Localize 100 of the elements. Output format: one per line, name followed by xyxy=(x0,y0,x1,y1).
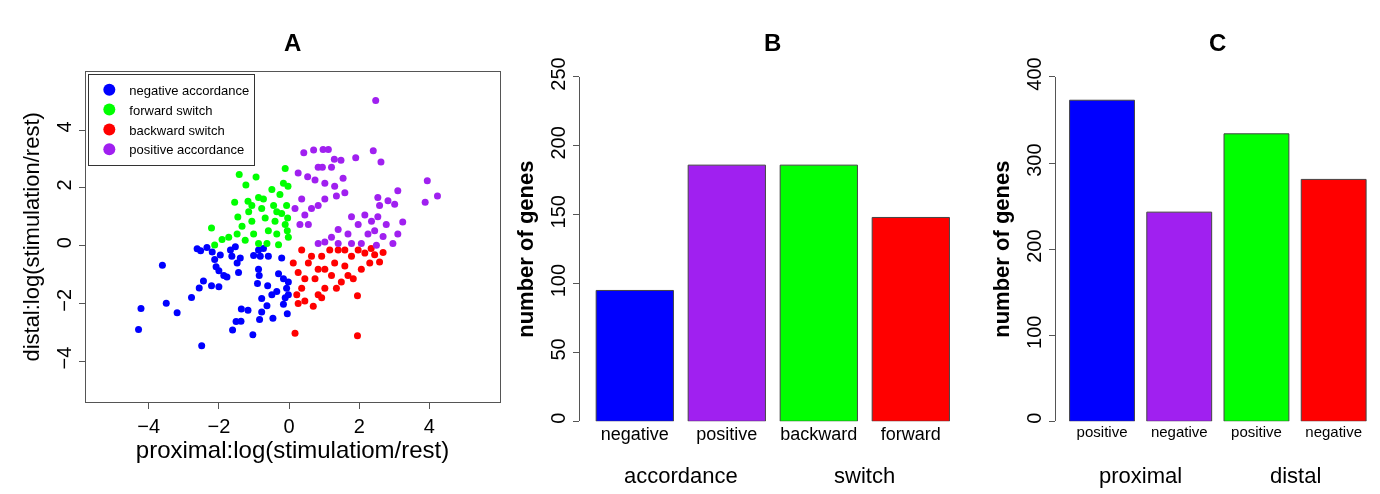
point xyxy=(242,181,250,189)
point xyxy=(389,240,397,248)
point xyxy=(253,279,261,287)
y-axis-title: distal:log(stimulation/rest) xyxy=(19,112,45,362)
point xyxy=(334,240,342,248)
point xyxy=(259,195,267,203)
point xyxy=(258,308,266,316)
point xyxy=(255,265,263,273)
legend-label: forward switch xyxy=(129,102,213,118)
point xyxy=(421,198,429,206)
point xyxy=(258,205,266,213)
point xyxy=(284,278,292,286)
point xyxy=(237,305,245,313)
legend-label: backward switch xyxy=(129,122,225,138)
point xyxy=(276,190,284,198)
point xyxy=(216,251,224,259)
point xyxy=(301,211,309,219)
point xyxy=(263,240,271,248)
point xyxy=(328,163,335,171)
point xyxy=(211,255,219,263)
x-tick-label: −4 xyxy=(137,414,161,437)
y-tick-label: −2 xyxy=(52,288,75,312)
point xyxy=(264,227,272,235)
point xyxy=(339,174,347,182)
point xyxy=(371,227,379,235)
point xyxy=(341,246,349,254)
point xyxy=(304,220,312,228)
point xyxy=(258,294,266,302)
x-tick-label: −2 xyxy=(207,414,231,437)
point xyxy=(374,213,382,221)
point xyxy=(331,259,339,267)
point xyxy=(328,272,335,280)
point xyxy=(321,265,329,273)
point xyxy=(384,197,392,205)
x-tick-label: negative xyxy=(1305,423,1363,441)
point xyxy=(248,217,256,225)
point xyxy=(229,326,237,334)
y-axis-title: number of genes xyxy=(513,160,539,338)
point xyxy=(208,248,216,256)
point xyxy=(376,258,384,266)
y-tick-label: 250 xyxy=(546,57,569,91)
point xyxy=(281,220,289,228)
point xyxy=(433,192,441,200)
bar xyxy=(779,164,858,422)
point xyxy=(372,97,380,105)
point xyxy=(326,246,334,254)
x-tick-label: positive xyxy=(1231,423,1282,441)
chart-title: A xyxy=(284,29,302,56)
point xyxy=(197,247,205,255)
text: distal xyxy=(1270,463,1322,488)
point xyxy=(245,208,253,216)
point xyxy=(321,238,329,246)
point xyxy=(275,241,283,249)
y-tick-label: 200 xyxy=(546,126,569,160)
point xyxy=(158,261,166,269)
point xyxy=(374,194,382,202)
point xyxy=(293,291,301,299)
point xyxy=(314,201,322,209)
point xyxy=(304,259,312,267)
bar xyxy=(1069,99,1135,422)
text: accordance xyxy=(624,463,738,488)
point xyxy=(382,220,390,228)
point xyxy=(296,220,304,228)
point xyxy=(330,155,338,163)
y-tick-label: 200 xyxy=(1022,229,1045,263)
bar xyxy=(1146,211,1213,422)
point xyxy=(284,233,292,241)
point xyxy=(273,287,281,295)
x-tick-label: positive xyxy=(696,424,758,445)
point xyxy=(284,214,292,222)
point xyxy=(308,205,316,213)
point xyxy=(249,331,257,339)
point xyxy=(369,147,377,155)
point xyxy=(301,297,309,305)
point xyxy=(283,201,291,209)
point xyxy=(188,294,196,302)
point xyxy=(337,156,345,164)
point xyxy=(379,248,387,256)
point xyxy=(394,187,402,195)
point xyxy=(275,270,283,278)
point xyxy=(348,240,355,248)
point xyxy=(279,275,287,283)
point xyxy=(273,208,281,216)
point xyxy=(334,225,342,233)
point xyxy=(311,176,319,184)
point xyxy=(261,214,269,222)
point xyxy=(348,213,355,221)
point xyxy=(234,213,242,221)
point xyxy=(294,268,302,276)
point xyxy=(344,272,352,280)
point xyxy=(348,252,355,260)
point xyxy=(199,277,207,285)
point xyxy=(368,217,375,225)
point xyxy=(353,292,361,300)
text: proximal xyxy=(1099,463,1183,488)
point xyxy=(198,342,206,350)
point xyxy=(281,164,289,172)
x-tick-label: 4 xyxy=(423,414,435,437)
point xyxy=(308,252,316,260)
point xyxy=(298,246,306,254)
